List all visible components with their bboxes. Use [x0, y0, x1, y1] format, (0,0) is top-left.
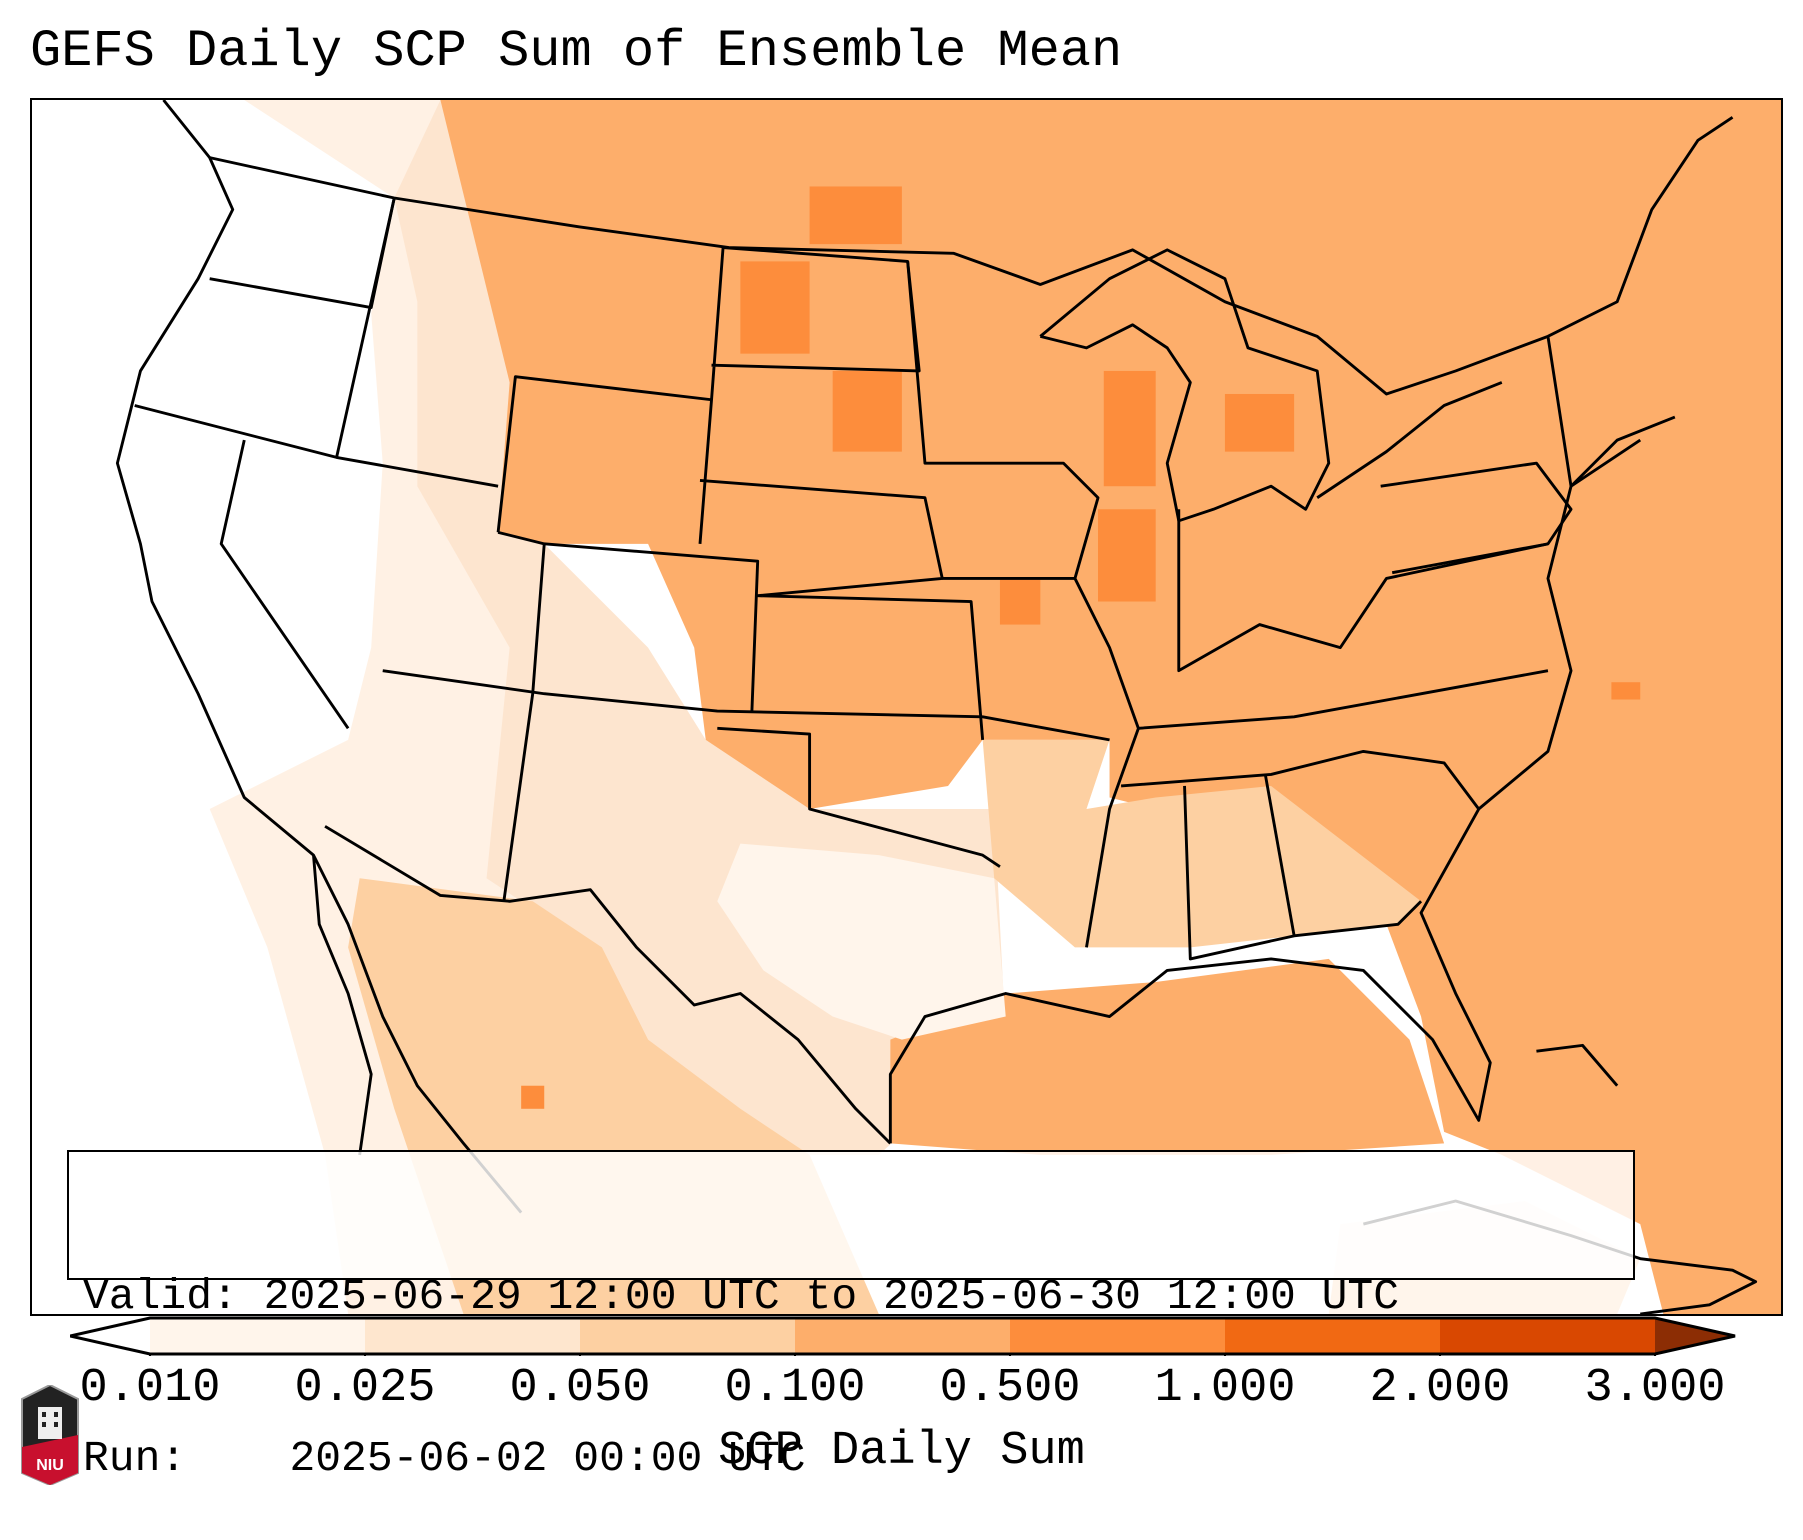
colorbar-tick-label: 0.025 [294, 1362, 436, 1415]
map-panel [30, 98, 1783, 1316]
state-line-ca-nv [219, 439, 350, 730]
state-line-ne-ks [699, 479, 985, 740]
field-moderate-gulf [890, 958, 1445, 1155]
valid-value: 2025-06-29 12:00 UTC to 2025-06-30 12:00… [263, 1272, 1400, 1321]
run-value: 2025-06-02 00:00 UTC [289, 1434, 806, 1483]
west-coastline [115, 100, 523, 1214]
validity-annotation-box: Valid: 2025-06-29 12:00 UTC to 2025-06-3… [67, 1150, 1635, 1483]
niu-logo: NIU [21, 1385, 79, 1485]
colorbar-tick-label: 2.000 [1369, 1362, 1511, 1415]
colorbar-segment [795, 1318, 1011, 1354]
valid-row: Valid: 2025-06-29 12:00 UTC to 2025-06-3… [83, 1270, 1619, 1324]
run-row: Run: 2025-06-02 00:00 UTC [83, 1432, 1619, 1486]
state-line-ny-ne [1546, 336, 1642, 488]
colorbar-tick-label: 1.000 [1154, 1362, 1296, 1415]
bahamas [1536, 1043, 1619, 1087]
colorbar [70, 1316, 1736, 1356]
colorbar-segment [580, 1318, 796, 1354]
mexico-west-coast [312, 855, 373, 1156]
state-line-ok-tx [717, 726, 1001, 868]
great-lakes [1039, 248, 1331, 523]
state-line-southeast [1120, 749, 1480, 810]
colorbar-under-extension [70, 1318, 150, 1354]
state-line-mn-ia [906, 261, 1100, 580]
colorbar-tick-label: 3.000 [1584, 1362, 1726, 1415]
state-line-id [335, 197, 396, 458]
colorbar-label: SCP Daily Sum [718, 1425, 1085, 1478]
colorbar-tick-label: 0.050 [509, 1362, 651, 1415]
state-line-four-corners [382, 669, 1110, 742]
colorbar-segment [1440, 1318, 1656, 1354]
run-label: Run: [83, 1434, 187, 1483]
state-line-co [544, 542, 760, 712]
state-line-ga-west [1263, 774, 1296, 937]
state-line-wy [496, 375, 713, 544]
scp-map [32, 100, 1781, 1314]
colorbar-tick-label: 0.500 [939, 1362, 1081, 1415]
field-enhanced-patches [521, 186, 1641, 1109]
colorbar-tick-label: 0.100 [724, 1362, 866, 1415]
colorbar-segment [1010, 1318, 1226, 1354]
colorbar-segment [365, 1318, 581, 1354]
boundaries [115, 100, 1758, 1314]
gulf-coast [888, 415, 1676, 1144]
state-line-nm-tx [497, 530, 546, 902]
valid-label: Valid: [83, 1272, 238, 1321]
great-lakes-east [1316, 381, 1503, 499]
field-light-southeast [982, 739, 1422, 948]
colorbar-segment [1225, 1318, 1441, 1354]
colorbar-over-extension [1655, 1318, 1735, 1354]
svg-text:NIU: NIU [36, 1457, 64, 1474]
colorbar-tick-label: 0.010 [79, 1362, 221, 1415]
field-light-texas [717, 843, 1006, 1040]
us-mexico-border [324, 825, 892, 1145]
state-line-tn [1138, 669, 1549, 730]
colorbar-segment [150, 1318, 366, 1354]
us-canada-border [209, 116, 1734, 396]
chart-title: GEFS Daily SCP Sum of Ensemble Mean [30, 22, 1123, 81]
state-line-il-in [1177, 509, 1549, 673]
state-line-pa [1380, 461, 1573, 575]
